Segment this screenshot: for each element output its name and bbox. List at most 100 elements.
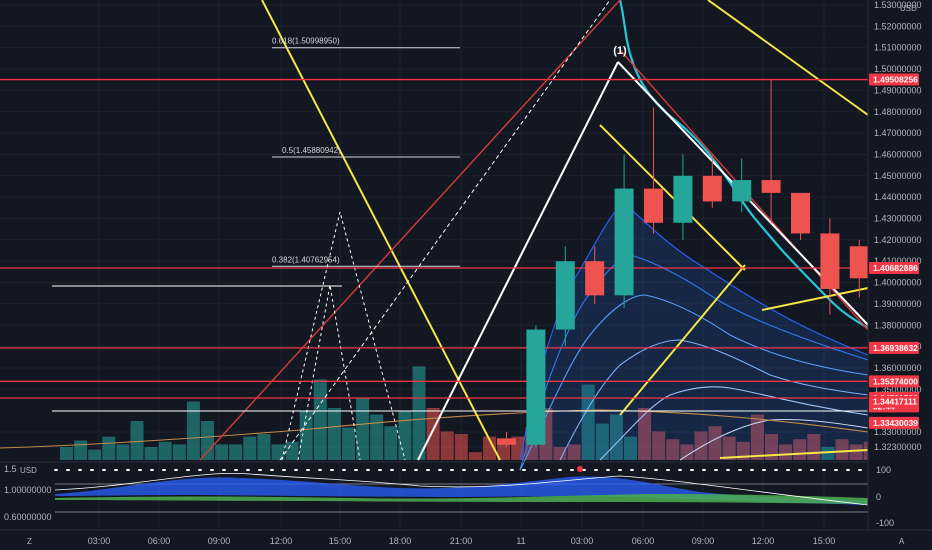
fib-label-2: 0.382(1.40762954) — [272, 255, 340, 264]
price-tick-8: 1.45000000 — [874, 171, 922, 181]
candle-body — [702, 175, 722, 202]
volume-bar — [750, 414, 764, 460]
volume-bar — [130, 421, 144, 460]
candle-body — [820, 233, 840, 289]
footer-left-letter[interactable]: Z — [27, 537, 32, 546]
time-tick-2: 09:00 — [208, 536, 231, 546]
volume-bar — [313, 379, 327, 460]
volume-bar — [638, 408, 652, 460]
volume-bar — [60, 447, 73, 460]
price-badge-text-1: 1.40682886 — [873, 263, 918, 273]
sub-right-tick-2: -100 — [876, 518, 894, 528]
volume-bar — [483, 436, 496, 460]
sub-green-area — [55, 494, 868, 504]
price-badge-0 — [869, 73, 919, 86]
price-tick-13: 1.40000000 — [874, 278, 922, 288]
trendline-4 — [619, 264, 746, 416]
time-tick-10: 09:00 — [692, 536, 715, 546]
volume-bar — [102, 436, 116, 460]
volume-bar — [609, 414, 623, 460]
wave-label: (1) — [613, 45, 627, 57]
volume-bar — [624, 436, 637, 460]
price-badge-2 — [869, 341, 919, 354]
volume-bar — [299, 410, 313, 460]
volume-bar — [849, 444, 863, 460]
candle-body — [614, 188, 634, 296]
price-tick-2: 1.51000000 — [874, 43, 922, 53]
currency-label: USD — [900, 4, 917, 13]
time-tick-6: 21:00 — [450, 536, 473, 546]
volume-bar — [342, 427, 355, 460]
sub-white-line — [54, 472, 869, 506]
volume-bar — [285, 441, 299, 460]
horizontal-levels — [0, 78, 868, 412]
ma-line-6 — [0, 409, 869, 449]
price-tick-18: 1.35000000 — [874, 384, 922, 394]
time-tick-3: 12:00 — [270, 536, 293, 546]
fibonacci-levels: 0.618(1.50998950) 0.5(1.45880942) 0.382(1.… — [272, 37, 460, 267]
price-badge-7 — [869, 416, 919, 429]
volume-bar — [412, 366, 426, 460]
volume-bar — [666, 439, 680, 460]
volume-bar — [215, 444, 229, 460]
footer-right-letter[interactable]: A — [899, 537, 905, 546]
volume-bar — [74, 440, 88, 460]
volume-bar — [440, 431, 454, 460]
time-axis-ticks[interactable]: 03:00 06:00 09:00 12:00 15:00 18:00 21:00 11 03:… — [88, 536, 836, 546]
price-badges: 1.49508256 1.40682886 1.36938632 1.35374000… — [869, 73, 919, 429]
candle-body — [673, 175, 693, 223]
price-tick-0: 1.53000000 — [874, 0, 922, 10]
volume-bar — [271, 444, 285, 460]
price-badge-text-0: 1.49508256 — [873, 75, 918, 85]
time-axis-background — [0, 530, 932, 550]
volume-bar — [426, 408, 440, 460]
time-tick-9: 06:00 — [632, 536, 655, 546]
volume-bar — [88, 449, 102, 460]
sub-right-tick-1: 0 — [876, 492, 881, 502]
volume-bar — [186, 401, 200, 460]
price-tick-6: 1.47000000 — [874, 128, 922, 138]
candle-body — [791, 192, 810, 234]
volume-bar — [172, 444, 186, 460]
volume-bar — [370, 414, 384, 460]
volume-bar — [356, 397, 370, 460]
ma-line-4 — [599, 386, 869, 461]
volume-bar — [257, 434, 271, 460]
trendline-0 — [261, 0, 501, 461]
volume-bar — [722, 436, 736, 460]
price-badge-text-3: 1.35374000 — [873, 376, 918, 386]
volume-bar — [116, 444, 130, 460]
volume-bar — [243, 436, 257, 460]
trendline-5 — [761, 287, 869, 311]
sub-left-currency: USD — [20, 466, 37, 475]
dashed-trendline — [279, 0, 611, 461]
price-tick-19: 1.33000000 — [874, 427, 922, 437]
sub-left-tick-1: 1.00000000 — [4, 485, 52, 495]
time-tick-4: 15:00 — [329, 536, 352, 546]
volume-bar — [454, 434, 468, 460]
candle-body — [761, 180, 781, 193]
price-tick-12: 1.41000000 — [874, 256, 922, 266]
volume-bar — [835, 439, 849, 460]
dashed-triangle-2 — [297, 284, 361, 461]
price-tick-15: 1.38000000 — [874, 320, 922, 330]
volume-bar — [680, 444, 694, 460]
volume-bar — [158, 441, 172, 460]
volume-bar — [384, 426, 398, 460]
price-tick-1: 1.52000000 — [874, 21, 922, 31]
volume-bar — [779, 444, 793, 460]
price-tick-11: 1.42000000 — [874, 235, 922, 245]
volume-bar — [694, 431, 708, 460]
candle-body — [732, 180, 752, 202]
price-tick-7: 1.46000000 — [874, 149, 922, 159]
volume-bar — [736, 441, 750, 460]
ma-line-2 — [519, 294, 869, 471]
time-tick-11: 12:00 — [752, 536, 775, 546]
candlesticks — [497, 79, 928, 447]
ma-line-3 — [559, 339, 869, 461]
price-badge-text-6: 1.34417111 — [873, 397, 917, 407]
price-tick-17: 1.36000000 — [874, 363, 922, 373]
time-tick-12: 15:00 — [813, 536, 836, 546]
